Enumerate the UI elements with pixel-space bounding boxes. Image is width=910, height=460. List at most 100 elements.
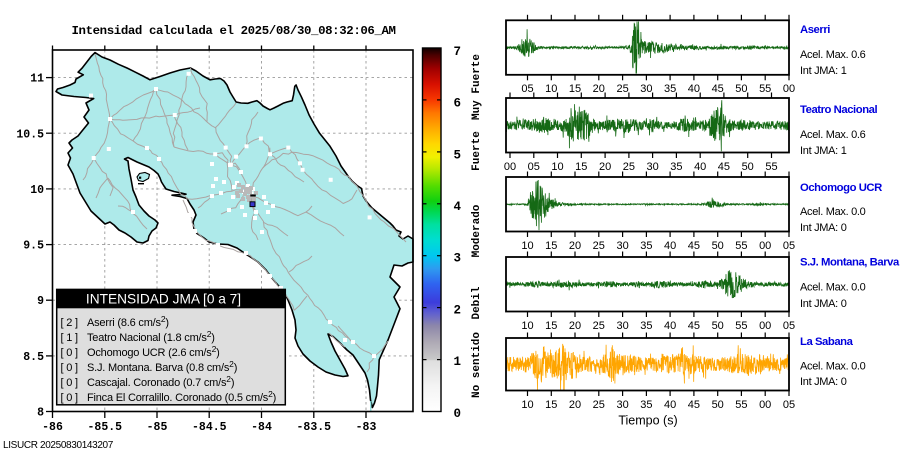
svg-text:00: 00 bbox=[759, 240, 771, 252]
svg-text:-85: -85 bbox=[147, 421, 168, 434]
svg-text:50: 50 bbox=[742, 161, 754, 173]
svg-text:10: 10 bbox=[30, 184, 44, 197]
svg-text:Acel. Max. 0.0: Acel. Max. 0.0 bbox=[800, 282, 866, 294]
svg-text:10.5: 10.5 bbox=[16, 128, 44, 141]
svg-text:25: 25 bbox=[616, 83, 628, 95]
svg-text:[ 0 ]: [ 0 ] bbox=[61, 347, 78, 359]
svg-text:00: 00 bbox=[759, 320, 771, 332]
svg-text:Debil: Debil bbox=[471, 286, 483, 319]
svg-text:40: 40 bbox=[694, 161, 706, 173]
svg-text:No sentido: No sentido bbox=[471, 332, 483, 398]
svg-text:8: 8 bbox=[37, 407, 44, 420]
svg-text:55: 55 bbox=[735, 399, 747, 411]
svg-text:Ochomogo UCR (2.6 cm/s2): Ochomogo UCR (2.6 cm/s2) bbox=[87, 344, 220, 359]
svg-text:20: 20 bbox=[569, 399, 581, 411]
svg-text:45: 45 bbox=[688, 320, 700, 332]
svg-text:10: 10 bbox=[551, 161, 563, 173]
svg-text:50: 50 bbox=[712, 399, 724, 411]
svg-text:Acel. Max. 0.6: Acel. Max. 0.6 bbox=[800, 129, 866, 141]
svg-text:INTENSIDAD JMA [0 a 7]: INTENSIDAD JMA [0 a 7] bbox=[86, 292, 241, 307]
svg-text:40: 40 bbox=[664, 399, 676, 411]
svg-text:05: 05 bbox=[521, 83, 533, 95]
svg-text:-83.5: -83.5 bbox=[297, 421, 332, 434]
svg-text:Acel. Max. 0.0: Acel. Max. 0.0 bbox=[800, 206, 866, 218]
svg-text:25: 25 bbox=[593, 320, 605, 332]
svg-text:25: 25 bbox=[593, 240, 605, 252]
svg-text:55: 55 bbox=[735, 240, 747, 252]
svg-text:9.5: 9.5 bbox=[23, 240, 44, 253]
svg-text:35: 35 bbox=[670, 161, 682, 173]
svg-text:Cascajal. Coronado (0.7 cm/s2): Cascajal. Coronado (0.7 cm/s2) bbox=[87, 374, 234, 389]
svg-text:Int JMA: 0: Int JMA: 0 bbox=[800, 298, 847, 310]
svg-text:55: 55 bbox=[735, 320, 747, 332]
svg-text:[ 0 ]: [ 0 ] bbox=[61, 377, 78, 389]
svg-text:Fuerte: Fuerte bbox=[471, 131, 483, 171]
svg-text:Teatro Nacional (1.8 cm/s2): Teatro Nacional (1.8 cm/s2) bbox=[87, 329, 215, 344]
svg-text:La Sabana: La Sabana bbox=[800, 336, 854, 348]
svg-text:50: 50 bbox=[735, 83, 747, 95]
svg-text:[ 1 ]: [ 1 ] bbox=[61, 332, 78, 344]
svg-text:10: 10 bbox=[545, 83, 557, 95]
svg-text:05: 05 bbox=[528, 161, 540, 173]
svg-text:Int JMA: 0: Int JMA: 0 bbox=[800, 376, 847, 388]
svg-text:Aserri (8.6 cm/s2): Aserri (8.6 cm/s2) bbox=[87, 314, 169, 329]
svg-text:5: 5 bbox=[453, 148, 461, 162]
svg-text:S.J. Montana, Barva: S.J. Montana, Barva bbox=[800, 257, 900, 269]
svg-text:Int JMA: 1: Int JMA: 1 bbox=[800, 145, 847, 157]
svg-text:S.J. Montana. Barva (0.8 cm/s2: S.J. Montana. Barva (0.8 cm/s2) bbox=[87, 359, 237, 374]
svg-text:15: 15 bbox=[545, 399, 557, 411]
svg-text:Int JMA: 1: Int JMA: 1 bbox=[800, 65, 847, 77]
svg-text:40: 40 bbox=[688, 83, 700, 95]
svg-text:-84: -84 bbox=[251, 421, 272, 434]
svg-text:[ 0 ]: [ 0 ] bbox=[61, 362, 78, 374]
svg-text:20: 20 bbox=[569, 320, 581, 332]
svg-text:35: 35 bbox=[640, 240, 652, 252]
svg-text:55: 55 bbox=[765, 161, 777, 173]
svg-text:40: 40 bbox=[664, 320, 676, 332]
svg-text:30: 30 bbox=[616, 240, 628, 252]
svg-text:-83: -83 bbox=[356, 421, 377, 434]
svg-text:-85.5: -85.5 bbox=[88, 421, 123, 434]
svg-text:05: 05 bbox=[783, 399, 795, 411]
svg-text:20: 20 bbox=[599, 161, 611, 173]
svg-text:10: 10 bbox=[521, 240, 533, 252]
svg-text:15: 15 bbox=[545, 320, 557, 332]
svg-text:10: 10 bbox=[521, 320, 533, 332]
svg-text:Intensidad calculada el 2025/0: Intensidad calculada el 2025/08/30_08:32… bbox=[72, 24, 396, 38]
svg-text:-86: -86 bbox=[42, 421, 63, 434]
svg-text:9: 9 bbox=[37, 295, 44, 308]
svg-text:30: 30 bbox=[646, 161, 658, 173]
svg-text:25: 25 bbox=[593, 399, 605, 411]
svg-text:35: 35 bbox=[640, 320, 652, 332]
svg-text:05: 05 bbox=[783, 240, 795, 252]
svg-text:4: 4 bbox=[453, 200, 461, 214]
svg-text:20: 20 bbox=[569, 240, 581, 252]
svg-text:Int JMA: 0: Int JMA: 0 bbox=[800, 222, 847, 234]
svg-text:30: 30 bbox=[640, 83, 652, 95]
svg-text:50: 50 bbox=[712, 320, 724, 332]
svg-text:Ochomogo UCR: Ochomogo UCR bbox=[800, 182, 882, 194]
svg-text:15: 15 bbox=[569, 83, 581, 95]
svg-text:10: 10 bbox=[521, 399, 533, 411]
svg-text:8.5: 8.5 bbox=[23, 351, 44, 364]
svg-text:LISUCR 20250830143207: LISUCR 20250830143207 bbox=[3, 440, 114, 451]
svg-text:[ 2 ]: [ 2 ] bbox=[61, 317, 78, 329]
svg-text:[ 0 ]: [ 0 ] bbox=[61, 392, 78, 404]
svg-text:0: 0 bbox=[453, 407, 461, 421]
svg-text:1: 1 bbox=[453, 355, 461, 369]
svg-text:Acel. Max. 0.0: Acel. Max. 0.0 bbox=[800, 361, 866, 373]
svg-text:55: 55 bbox=[759, 83, 771, 95]
svg-text:30: 30 bbox=[616, 399, 628, 411]
svg-text:45: 45 bbox=[718, 161, 730, 173]
svg-text:45: 45 bbox=[688, 399, 700, 411]
svg-text:40: 40 bbox=[664, 240, 676, 252]
svg-text:Finca El Corralillo. Coronado: Finca El Corralillo. Coronado (0.5 cm/s2… bbox=[87, 389, 276, 404]
svg-text:50: 50 bbox=[712, 240, 724, 252]
svg-text:-84.5: -84.5 bbox=[192, 421, 227, 434]
svg-text:Moderado: Moderado bbox=[471, 204, 483, 257]
svg-text:30: 30 bbox=[616, 320, 628, 332]
svg-text:35: 35 bbox=[664, 83, 676, 95]
svg-text:7: 7 bbox=[453, 45, 461, 59]
svg-text:00: 00 bbox=[504, 161, 516, 173]
svg-text:2: 2 bbox=[453, 303, 461, 317]
